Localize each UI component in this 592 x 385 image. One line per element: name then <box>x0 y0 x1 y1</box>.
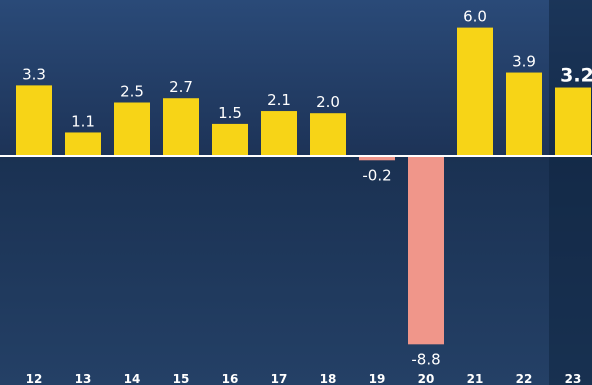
value-label-13: 1.1 <box>71 112 95 130</box>
chart-background-lower <box>0 156 592 385</box>
bar-23 <box>555 87 591 156</box>
bar-22 <box>506 72 542 156</box>
bars-layer <box>16 27 591 345</box>
tick-label-14: 14 <box>124 372 141 385</box>
value-label-23: 3.2 <box>560 65 592 87</box>
value-label-17: 2.1 <box>267 91 291 109</box>
value-label-12: 3.3 <box>22 65 46 83</box>
tick-label-15: 15 <box>173 372 190 385</box>
value-label-20: -8.8 <box>411 350 440 368</box>
value-label-14: 2.5 <box>120 83 144 101</box>
value-label-19: -0.2 <box>362 166 391 184</box>
tick-label-13: 13 <box>75 372 92 385</box>
tick-label-22: 22 <box>516 372 533 385</box>
bar-17 <box>261 111 297 156</box>
tick-label-23: 23 <box>565 372 582 385</box>
tick-label-21: 21 <box>467 372 484 385</box>
bar-21 <box>457 27 493 156</box>
bar-15 <box>163 98 199 156</box>
value-label-15: 2.7 <box>169 78 193 96</box>
value-label-16: 1.5 <box>218 104 242 122</box>
tick-label-18: 18 <box>320 372 337 385</box>
bar-12 <box>16 85 52 156</box>
value-labels-layer: 3.3 1.1 2.5 2.7 1.5 2.1 2.0 -0.2 -8.8 6.0 3.9 3.2 <box>22 8 592 369</box>
value-label-21: 6.0 <box>463 8 487 26</box>
tick-label-12: 12 <box>26 372 43 385</box>
bar-20 <box>408 156 444 345</box>
bar-19 <box>359 156 395 161</box>
tick-label-19: 19 <box>369 372 386 385</box>
highlight-panel <box>549 0 592 385</box>
tick-label-17: 17 <box>271 372 288 385</box>
bar-14 <box>114 102 150 156</box>
tick-label-16: 16 <box>222 372 239 385</box>
x-axis-tick-labels: 12 13 14 15 16 17 18 19 20 21 22 23 <box>26 372 582 385</box>
value-label-18: 2.0 <box>316 93 340 111</box>
tick-label-20: 20 <box>418 372 435 385</box>
bar-18 <box>310 113 346 156</box>
bar-16 <box>212 123 248 156</box>
value-label-22: 3.9 <box>512 53 536 71</box>
bar-13 <box>65 132 101 156</box>
